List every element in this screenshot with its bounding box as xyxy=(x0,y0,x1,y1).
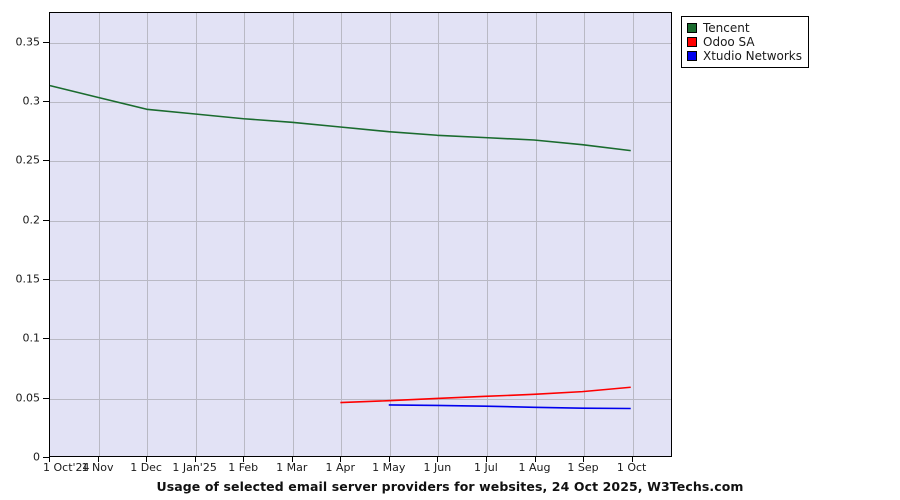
x-axis-tick-mark xyxy=(583,457,584,462)
x-axis-tick-mark xyxy=(485,457,487,462)
y-axis-tick-mark xyxy=(43,101,50,102)
x-axis-tick-mark xyxy=(291,457,293,462)
x-axis-tick-mark xyxy=(97,457,99,462)
legend-item: Xtudio Networks xyxy=(687,49,802,63)
gridline-vertical xyxy=(292,13,294,456)
plot-area xyxy=(49,12,672,457)
chart-caption: Usage of selected email server providers… xyxy=(156,479,744,494)
y-axis-tick-label: 0.25 xyxy=(15,153,41,167)
gridline-horizontal xyxy=(50,161,671,163)
x-axis-tick-mark xyxy=(194,457,196,462)
x-axis-tick-label: 1 Sep xyxy=(567,461,599,474)
y-axis-tick-label: 0.35 xyxy=(15,35,41,49)
y-axis-tick-mark xyxy=(43,219,50,221)
legend-color-swatch-icon xyxy=(687,37,697,47)
gridline-vertical xyxy=(341,13,343,456)
x-axis-tick-label: 1 Apr xyxy=(325,461,356,474)
gridline-vertical xyxy=(389,13,391,456)
x-axis-tick-mark xyxy=(49,457,50,462)
gridline-vertical xyxy=(147,13,149,456)
x-axis-tick-label: 1 Oct'24 xyxy=(43,461,90,474)
x-axis-tick-label: 1 Oct xyxy=(616,461,647,474)
x-axis-tick-mark xyxy=(388,457,390,462)
x-axis-tick-label: 1 Aug xyxy=(518,461,551,474)
chart-legend: Tencent Odoo SA Xtudio Networks xyxy=(681,16,809,68)
gridline-vertical xyxy=(438,13,440,456)
x-axis-tick-mark xyxy=(243,457,245,462)
gridline-horizontal xyxy=(50,220,671,222)
gridline-horizontal xyxy=(50,398,671,400)
x-axis-tick-label: 1 Dec xyxy=(130,461,162,474)
gridline-vertical xyxy=(244,13,246,456)
y-axis-tick-label: 0.15 xyxy=(15,272,41,286)
y-axis-tick-label: 0.3 xyxy=(22,94,41,108)
gridline-vertical xyxy=(486,13,488,456)
gridline-horizontal xyxy=(50,280,671,281)
x-axis-tick-label: 1 May xyxy=(372,461,406,474)
y-axis-tick-mark xyxy=(43,41,50,43)
y-axis-tick-label: 0.2 xyxy=(22,213,41,227)
series-line xyxy=(340,386,631,404)
gridline-horizontal xyxy=(50,339,671,341)
gridline-horizontal xyxy=(50,42,671,44)
legend-item: Tencent xyxy=(687,21,802,35)
x-axis-tick-mark xyxy=(534,457,536,462)
y-axis-tick-mark xyxy=(43,338,50,340)
gridline-horizontal xyxy=(50,458,671,459)
gridline-vertical xyxy=(98,13,100,456)
gridline-vertical xyxy=(632,13,634,456)
x-axis-tick-mark xyxy=(146,457,148,462)
x-axis-tick-mark xyxy=(437,457,439,462)
y-axis-tick-label: 0.05 xyxy=(15,391,41,405)
x-axis-tick-label: 1 Jul xyxy=(474,461,498,474)
series-line xyxy=(388,404,631,410)
x-axis-tick-label: 1 Mar xyxy=(276,461,308,474)
y-axis-tick-mark xyxy=(43,457,50,458)
y-axis-tick-label: 0.1 xyxy=(22,331,41,345)
legend-color-swatch-icon xyxy=(687,23,697,33)
series-line xyxy=(49,84,631,152)
legend-item-label: Xtudio Networks xyxy=(703,49,802,63)
gridline-horizontal xyxy=(50,102,671,103)
y-axis-tick-label: 0 xyxy=(33,450,40,464)
legend-item-label: Odoo SA xyxy=(703,35,755,49)
x-axis-tick-mark xyxy=(631,457,633,462)
legend-color-swatch-icon xyxy=(687,51,697,61)
gridline-vertical xyxy=(535,13,537,456)
x-axis-tick-mark xyxy=(340,457,342,462)
gridline-vertical xyxy=(584,13,585,456)
series-lines xyxy=(49,84,631,410)
x-axis-tick-label: 1 Jun xyxy=(423,461,452,474)
x-axis-tick-label: 1 Nov xyxy=(81,461,114,474)
y-axis-tick-mark xyxy=(43,397,50,399)
x-axis-tick-label: 1 Feb xyxy=(228,461,259,474)
y-axis-tick-mark xyxy=(43,279,50,280)
y-axis-tick-mark xyxy=(43,160,50,162)
x-axis-tick-label: 1 Jan'25 xyxy=(172,461,217,474)
legend-item-label: Tencent xyxy=(703,21,750,35)
gridline-vertical xyxy=(195,13,197,456)
legend-item: Odoo SA xyxy=(687,35,802,49)
